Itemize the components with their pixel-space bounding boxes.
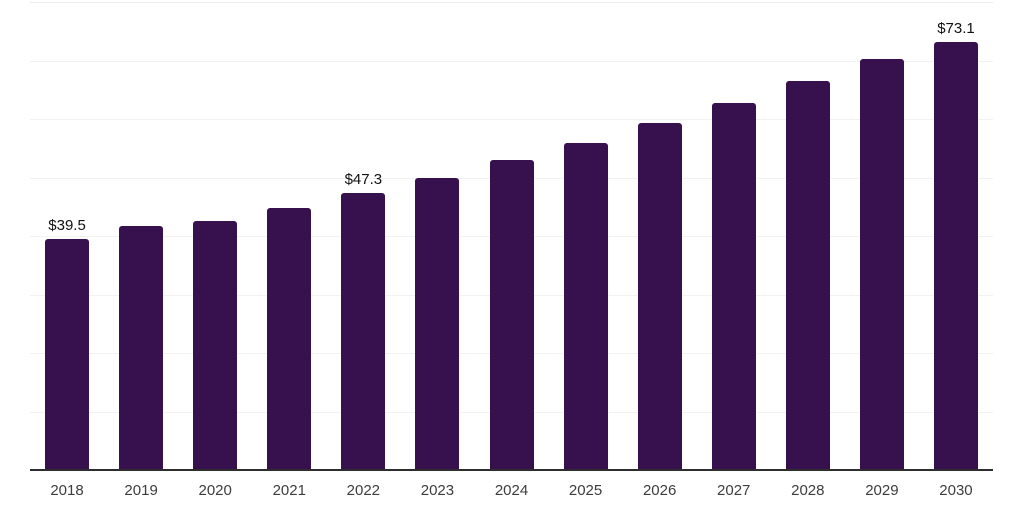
bar-slot-2025 [549,2,623,470]
x-axis-tick-labels: 2018 2019 2020 2021 2022 2023 2024 2025 2026 2027… [30,482,993,502]
bar-slot-2021 [252,2,326,470]
value-label-2030: $73.1 [937,20,975,38]
bar-slot-2028 [771,2,845,470]
bar-2030 [933,42,978,470]
x-tick-label-2018: 2018 [50,482,84,499]
bar-slot-2018: $39.5 [30,2,104,470]
bar-2022 [341,193,386,470]
bars-layer: $39.5 $47.3 $73.1 [30,2,993,470]
x-tick-label-2029: 2029 [865,482,899,499]
bar-2019 [119,226,164,470]
x-tick-label-2028: 2028 [791,482,825,499]
value-label-2022: $47.3 [344,171,383,189]
bar-2026 [637,123,682,470]
bar-2024 [489,159,534,470]
bar-slot-2024 [474,2,548,470]
bar-2020 [193,221,238,470]
gridline [30,2,993,3]
x-tick-label-2024: 2024 [494,482,529,499]
bar-2023 [415,177,460,470]
bar-2029 [859,58,904,470]
bar-slot-2023 [400,2,474,470]
x-tick-label-2026: 2026 [642,482,677,499]
plot-area: $39.5 $47.3 $73.1 [30,2,993,471]
x-tick-label-2030: 2030 [939,482,973,499]
x-tick-label-2020: 2020 [198,482,232,499]
x-tick-label-2027: 2027 [717,482,751,499]
gridline [30,60,993,62]
x-tick-label-2019: 2019 [124,482,158,499]
bar-slot-2020 [178,2,252,470]
bar-slot-2026 [623,2,697,470]
x-tick-label-2023: 2023 [420,482,455,499]
x-tick-label-2022: 2022 [346,482,381,499]
x-axis-line [30,469,993,471]
x-tick-label-2025: 2025 [568,482,603,499]
bar-slot-2027 [697,2,771,470]
x-tick-label-2021: 2021 [272,482,306,499]
bar-2025 [563,143,608,470]
bar-slot-2029 [845,2,919,470]
bar-2028 [785,80,830,470]
bar-2027 [711,102,756,470]
gridline [30,119,993,120]
bar-slot-2022: $47.3 [326,2,400,470]
bar-2021 [267,207,312,470]
bar-slot-2019 [104,2,178,470]
bar-slot-2030: $73.1 [919,2,993,470]
bar-2018 [45,238,90,470]
value-label-2018: $39.5 [48,216,86,234]
